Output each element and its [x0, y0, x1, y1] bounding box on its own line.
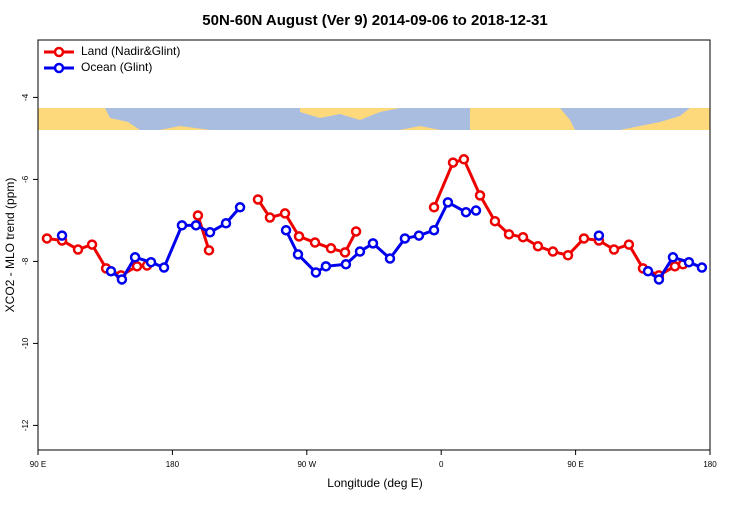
data-point [367, 238, 379, 249]
data-point [131, 261, 143, 272]
data-point [320, 261, 332, 272]
data-point [683, 256, 695, 268]
data-point [158, 262, 170, 273]
series-line [110, 206, 242, 281]
legend: Land (Nadir&Glint) Ocean (Glint) [44, 44, 180, 74]
data-point [428, 224, 440, 236]
data-point [489, 215, 501, 227]
data-point [669, 261, 681, 272]
data-point [667, 252, 679, 263]
data-point [442, 197, 454, 208]
y-tick-label: -12 [21, 419, 30, 431]
legend-marker [53, 62, 65, 74]
y-tick-label: -10 [21, 337, 30, 349]
data-point [547, 246, 559, 257]
data-point [578, 233, 590, 244]
data-point [562, 250, 574, 261]
data-point [145, 256, 157, 268]
data-point [310, 267, 322, 278]
data-point [354, 246, 366, 257]
plot-frame [37, 39, 711, 451]
map-ocean [105, 108, 470, 130]
data-point [234, 202, 246, 213]
data-point [116, 274, 128, 285]
data-point [532, 240, 544, 252]
data-point [458, 154, 470, 165]
data-point [86, 239, 98, 250]
series [56, 197, 708, 285]
data-point [190, 220, 202, 231]
data-point [503, 229, 515, 240]
data-point [653, 274, 665, 285]
data-point [105, 265, 117, 277]
data-point [309, 237, 321, 248]
data-point [340, 259, 352, 270]
data-point [642, 265, 654, 277]
data-point [428, 202, 440, 213]
data-point [192, 210, 204, 221]
data-point [460, 206, 472, 218]
data-point [220, 218, 232, 229]
x-tick-label: 90 W [297, 460, 316, 469]
data-point [339, 247, 351, 258]
data-point [279, 208, 291, 219]
data-point [280, 224, 292, 236]
data-point [696, 262, 708, 273]
x-tick-label: 90 E [30, 460, 46, 469]
data-point [517, 231, 529, 243]
data-point [203, 245, 215, 256]
data-point [292, 249, 304, 260]
data-point [413, 230, 425, 241]
chart-title: 50N-60N August (Ver 9) 2014-09-06 to 201… [202, 12, 547, 29]
data-point [608, 244, 620, 255]
data-point [293, 231, 305, 242]
map-strip [38, 108, 710, 130]
data-point [350, 226, 362, 237]
x-tick-label: 180 [166, 460, 180, 469]
data-point [129, 252, 141, 263]
data-point [176, 220, 188, 231]
data-point [41, 233, 53, 244]
data-point [264, 212, 276, 223]
y-tick-label: -4 [21, 93, 30, 101]
data-point [252, 194, 264, 205]
legend-label: Land (Nadir&Glint) [81, 44, 180, 58]
data-point [474, 190, 486, 201]
data-point [399, 233, 411, 244]
y-tick-label: -6 [21, 175, 30, 183]
legend-marker [53, 46, 65, 58]
data-point [593, 230, 605, 241]
y-tick-label: -8 [21, 257, 30, 265]
data-point [623, 239, 635, 250]
y-axis-label: XCO2 - MLO trend (ppm) [3, 178, 17, 313]
legend-label: Ocean (Glint) [81, 60, 152, 74]
data-point [325, 243, 337, 254]
data-point [447, 157, 459, 168]
data-point [72, 244, 84, 255]
data-point [470, 205, 482, 216]
x-axis-label: Longitude (deg E) [327, 476, 422, 490]
data-point [56, 230, 68, 241]
map-ocean [560, 108, 690, 130]
data-point [384, 253, 396, 264]
series-line [196, 215, 211, 251]
data-point [204, 227, 216, 238]
x-tick-label: 90 E [567, 460, 583, 469]
x-tick-label: 0 [439, 460, 444, 469]
x-tick-label: 180 [703, 460, 717, 469]
